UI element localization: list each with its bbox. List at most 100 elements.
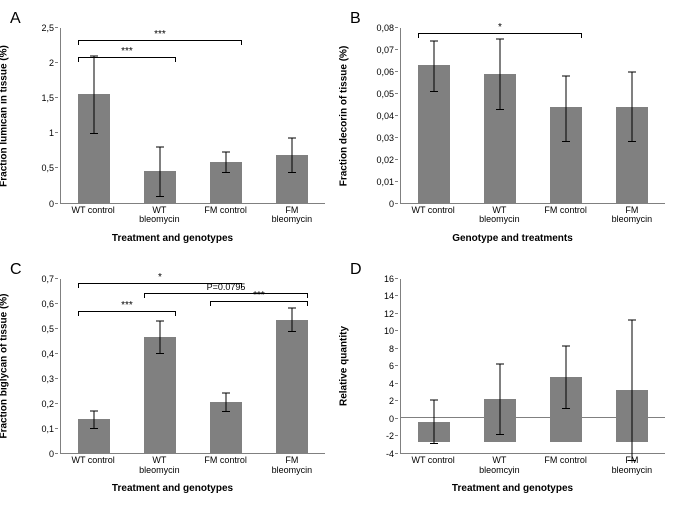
x-axis-label: Genotype and treatments	[452, 233, 573, 244]
x-tick-label: FM control	[539, 204, 592, 232]
panel-b: B00,010,020,030,040,050,060,070,08Fracti…	[350, 10, 675, 246]
bar	[68, 28, 121, 203]
y-tick-label: -2	[386, 431, 394, 441]
chart-area: ******	[60, 28, 325, 204]
y-tick-label: 0,04	[376, 111, 394, 121]
bar	[68, 279, 121, 454]
x-tick-label: FM control	[199, 454, 252, 482]
y-tick-label: 10	[384, 326, 394, 336]
significance-bracket: P=0.0795	[144, 293, 309, 295]
bar	[540, 279, 593, 454]
chart-grid: A00,511,522,5Fraction lumican in tissue …	[10, 10, 675, 496]
y-tick-label: 0,05	[376, 89, 394, 99]
panel-label: C	[10, 261, 22, 279]
x-tick-label: WT control	[407, 204, 460, 232]
y-tick-label: 0,4	[41, 349, 54, 359]
y-tick-label: 16	[384, 274, 394, 284]
y-tick-label: 0	[389, 199, 394, 209]
significance-label: P=0.0795	[207, 282, 246, 292]
bar	[134, 28, 187, 203]
x-axis-label: Treatment and genotypes	[112, 483, 233, 494]
significance-bracket: ***	[78, 40, 243, 42]
x-axis: WT control WTbleomycin FM control FMbleomyc…	[60, 454, 325, 482]
y-tick-label: 0,1	[41, 424, 54, 434]
x-tick-label: FM control	[539, 454, 592, 482]
y-axis: 00,10,20,30,40,50,60,7Fraction biglycan …	[10, 279, 58, 455]
x-tick-label: FMbleomycin	[265, 454, 318, 482]
bar	[134, 279, 187, 454]
significance-bracket: ***	[210, 301, 309, 303]
y-tick-label: 0,3	[41, 374, 54, 384]
panel-label: B	[350, 10, 361, 28]
bar	[540, 28, 593, 203]
bar	[200, 279, 253, 454]
y-tick-label: 14	[384, 291, 394, 301]
y-axis-label: Relative quantity	[339, 326, 350, 406]
x-tick-label: WT control	[67, 454, 120, 482]
significance-label: ***	[121, 300, 133, 311]
bar	[266, 279, 319, 454]
y-axis-label: Fraction decorin of tissue (%)	[339, 45, 350, 186]
y-tick-label: 0	[389, 414, 394, 424]
y-tick-label: 0,5	[41, 163, 54, 173]
y-tick-label: 0,07	[376, 45, 394, 55]
x-axis: WT control WTbleomycin FM control FMbleomyc…	[400, 204, 665, 232]
y-tick-label: 4	[389, 379, 394, 389]
y-tick-label: 1,5	[41, 93, 54, 103]
x-axis-label: Treatment and genotypes	[112, 233, 233, 244]
panel-a: A00,511,522,5Fraction lumican in tissue …	[10, 10, 335, 246]
x-tick-label: WT control	[407, 454, 460, 482]
y-axis: 00,010,020,030,040,050,060,070,08Fractio…	[350, 28, 398, 204]
x-tick-label: FMbleomycin	[605, 454, 658, 482]
bar	[408, 279, 461, 454]
chart-area	[400, 279, 665, 455]
x-tick-label: FM control	[199, 204, 252, 232]
bar	[606, 279, 659, 454]
y-tick-label: 0,01	[376, 177, 394, 187]
significance-label: *	[158, 272, 162, 283]
bar	[266, 28, 319, 203]
y-tick-label: 1	[49, 128, 54, 138]
x-tick-label: WTbleomycin	[473, 204, 526, 232]
y-tick-label: 0,6	[41, 299, 54, 309]
chart-area: *******P=0.0795	[60, 279, 325, 455]
x-tick-label: WTbleomycin	[133, 454, 186, 482]
y-axis: -4-20246810121416Relative quantity	[350, 279, 398, 455]
panel-c: C00,10,20,30,40,50,60,7Fraction biglycan…	[10, 261, 335, 497]
x-tick-label: WTbleomcyin	[473, 454, 526, 482]
y-tick-label: 2,5	[41, 23, 54, 33]
x-tick-label: FMbleomycin	[605, 204, 658, 232]
significance-label: ***	[121, 46, 133, 57]
bar	[474, 279, 527, 454]
y-tick-label: 8	[389, 344, 394, 354]
y-tick-label: 0,7	[41, 274, 54, 284]
y-tick-label: -4	[386, 449, 394, 459]
panel-d: D-4-20246810121416Relative quantityWT co…	[350, 261, 675, 497]
y-axis: 00,511,522,5Fraction lumican in tissue (…	[10, 28, 58, 204]
bar	[474, 28, 527, 203]
significance-bracket: ***	[78, 311, 177, 313]
x-tick-label: FMbleomycin	[265, 204, 318, 232]
y-axis-label: Fraction biglycan of tissue (%)	[0, 294, 10, 439]
y-axis-label: Fraction lumican in tissue (%)	[0, 45, 10, 187]
y-tick-label: 0,06	[376, 67, 394, 77]
panel-label: A	[10, 10, 21, 28]
y-tick-label: 12	[384, 309, 394, 319]
y-tick-label: 0,03	[376, 133, 394, 143]
y-tick-label: 2	[49, 58, 54, 68]
significance-label: *	[498, 22, 502, 33]
y-tick-label: 2	[389, 396, 394, 406]
x-axis: WT control WTbleomcyin FM control FMbleomyc…	[400, 454, 665, 482]
y-tick-label: 0,02	[376, 155, 394, 165]
x-axis-label: Treatment and genotypes	[452, 483, 573, 494]
y-tick-label: 0,08	[376, 23, 394, 33]
chart-area: *	[400, 28, 665, 204]
y-tick-label: 6	[389, 361, 394, 371]
y-tick-label: 0,2	[41, 399, 54, 409]
significance-bracket: *	[418, 33, 583, 35]
y-tick-label: 0	[49, 199, 54, 209]
x-axis: WT controlWTbleomycinFM controlFMbleomyc…	[60, 204, 325, 232]
x-tick-label: WTbleomycin	[133, 204, 186, 232]
significance-bracket: ***	[78, 57, 177, 59]
bar	[408, 28, 461, 203]
